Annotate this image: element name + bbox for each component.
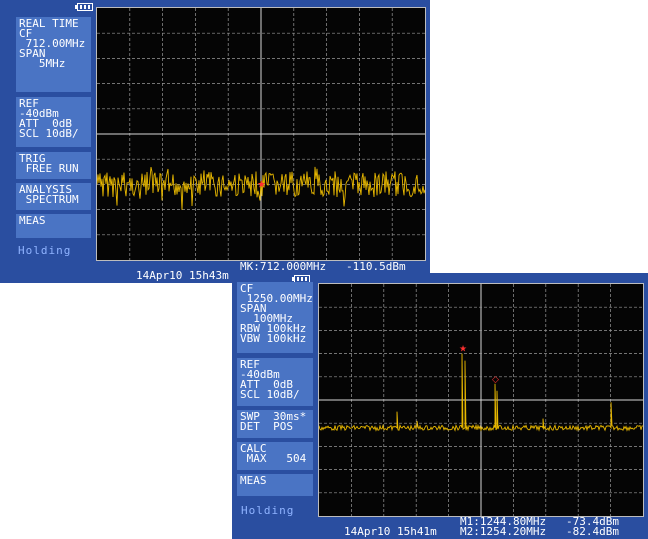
panel-line: RBW 100kHz [240, 322, 307, 335]
marker-readout: MK:712.000MHz -110.5dBm [240, 260, 406, 273]
panel-line: SCL 10dB/ [19, 127, 79, 140]
panel-line: VBW 100kHz [240, 332, 307, 345]
panel-line: MEAS [19, 214, 46, 227]
panel-line: CF [240, 282, 254, 295]
analyzer-screen-spectrum: CF 1250.00MHz SPAN 100MHz RBW 100kHz VBW 10… [232, 273, 648, 539]
panel-line: REF [240, 358, 260, 371]
meas-panel[interactable]: MEAS [16, 214, 91, 238]
panel-line: ANALYSIS [19, 183, 72, 196]
cf-panel[interactable]: CF 1250.00MHz SPAN 100MHz RBW 100kHz VBW 10… [237, 282, 313, 353]
spectrum-plot[interactable]: ★ [96, 7, 426, 261]
timestamp: 14Apr10 15h43m [136, 269, 229, 282]
panel-line: 100MHz [240, 312, 293, 325]
spectrum-plot-graphics: ★◇ [319, 284, 643, 516]
panel-line: MEAS [240, 474, 267, 487]
marker2-icon: ◇ [492, 375, 499, 385]
panel-line: TRIG [19, 152, 46, 165]
panel-line: CF [19, 27, 33, 40]
panel-line: REF [19, 97, 39, 110]
swp-det-panel[interactable]: SWP 30ms* DET POS [237, 410, 313, 438]
holding-status: Holding [18, 244, 72, 257]
ref-panel[interactable]: REF -40dBm ATT 0dB SCL 10dB/ [16, 97, 91, 147]
meas-panel[interactable]: MEAS [237, 474, 313, 496]
marker-icon: ★ [257, 179, 266, 190]
spectrum-trace [319, 353, 643, 432]
marker2-readout: M2:1254.20MHz -82.4dBm [460, 525, 619, 538]
marker1-readout: M1:1244.80MHz -73.4dBm [460, 515, 619, 528]
panel-line: 5MHz [19, 57, 66, 70]
trig-panel[interactable]: TRIG FREE RUN [16, 152, 91, 179]
panel-line: 712.00MHz [19, 37, 86, 50]
panel-line: ATT 0dB [19, 117, 72, 130]
spectrum-plot-graphics: ★ [97, 8, 425, 260]
panel-line: 1250.00MHz [240, 292, 313, 305]
panel-line: DET POS [240, 420, 293, 433]
spectrum-trace [97, 166, 425, 210]
analysis-panel[interactable]: ANALYSIS SPECTRUM [16, 183, 91, 210]
marker1-icon: ★ [459, 345, 467, 355]
panel-line: -40dBm [19, 107, 59, 120]
panel-line: SPECTRUM [19, 193, 79, 206]
timestamp: 14Apr10 15h41m [344, 525, 437, 538]
holding-status: Holding [241, 504, 295, 517]
panel-line: SPAN [240, 302, 267, 315]
panel-line: REAL TIME [19, 17, 79, 30]
panel-line: MAX 504 [240, 452, 307, 465]
spectrum-plot[interactable]: ★ ◇ [318, 283, 644, 517]
panel-line: SWP 30ms* [240, 410, 307, 423]
panel-line: -40dBm [240, 368, 280, 381]
panel-line: SPAN [19, 47, 46, 60]
panel-line: SCL 10dB/ [240, 388, 300, 401]
calc-panel[interactable]: CALC MAX 504 [237, 442, 313, 470]
analyzer-screen-realtime: REAL TIME CF 712.00MHz SPAN 5MHz REF -40dBm… [0, 0, 430, 283]
panel-line: CALC [240, 442, 267, 455]
mode-panel[interactable]: REAL TIME CF 712.00MHz SPAN 5MHz [16, 17, 91, 92]
panel-line: FREE RUN [19, 162, 79, 175]
panel-line: ATT 0dB [240, 378, 293, 391]
ref-panel[interactable]: REF -40dBm ATT 0dB SCL 10dB/ [237, 358, 313, 406]
battery-icon [75, 3, 93, 11]
